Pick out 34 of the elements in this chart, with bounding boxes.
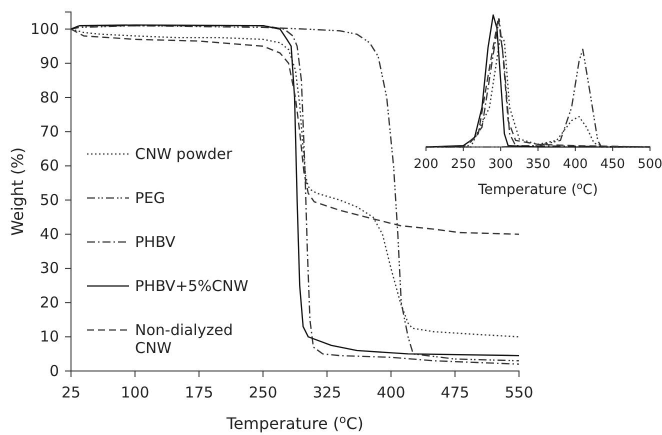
x-tick-label: 250 (450, 157, 476, 172)
legend-label: Non-dialyzed CNW (135, 321, 233, 357)
y-tick-label: 50 (40, 190, 59, 209)
legend-label: PEG (135, 189, 166, 207)
y-tick-label: 80 (40, 88, 59, 106)
x-tick-label: 250 (248, 384, 278, 402)
x-tick-label: 500 (638, 157, 662, 172)
y-tick-label: 20 (40, 293, 59, 312)
legend-label: PHBV (135, 233, 176, 251)
x-tick-label: 400 (562, 157, 588, 172)
y-tick-label: 70 (40, 122, 59, 140)
x-tick-label: 550 (504, 384, 534, 402)
x-tick-label: 175 (184, 384, 214, 402)
y-tick-label: 100 (30, 20, 59, 38)
y-tick-label: 30 (40, 259, 59, 278)
x-tick-label: 475 (440, 384, 470, 402)
y-tick-label: 0 (49, 362, 59, 380)
x-tick-label: 325 (312, 384, 342, 402)
x-tick-label: 200 (414, 157, 438, 172)
x-tick-label: 400 (376, 384, 406, 402)
legend-label: PHBV+5%CNW (135, 277, 248, 295)
x-tick-label: 25 (61, 384, 81, 402)
y-axis-title: Weight (%) (8, 147, 27, 236)
x-tick-label: 450 (600, 157, 626, 172)
y-tick-label: 40 (40, 225, 59, 244)
x-tick-label: 100 (120, 384, 150, 402)
legend-label: CNW powder (135, 145, 234, 163)
x-axis-title: Temperature ($^{o}$C) (477, 180, 598, 198)
x-axis-title: Temperature ($^{o}$C) (226, 412, 364, 433)
y-tick-label: 10 (40, 328, 59, 346)
y-tick-label: 60 (40, 156, 59, 175)
x-tick-label: 300 (488, 157, 514, 172)
x-tick-label: 350 (526, 157, 550, 172)
y-tick-label: 90 (40, 54, 59, 72)
